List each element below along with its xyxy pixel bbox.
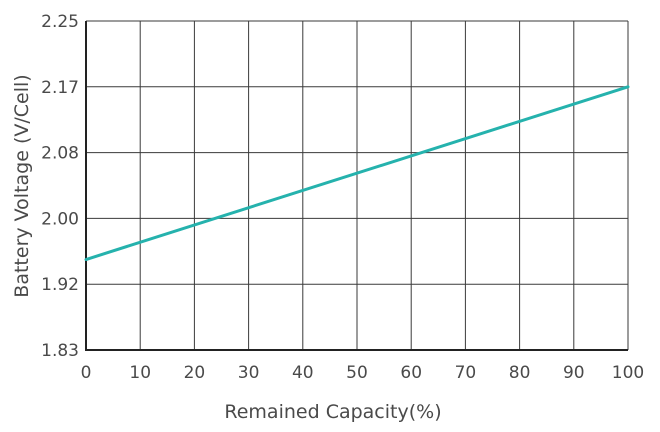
x-axis-title: Remained Capacity(%) <box>224 401 441 423</box>
plot-frame <box>85 21 628 351</box>
x-tick-label: 20 <box>184 363 206 383</box>
x-tick-label: 90 <box>563 363 585 383</box>
x-tick-label: 10 <box>129 363 151 383</box>
y-tick-label: 1.92 <box>41 275 79 295</box>
x-tick-label: 70 <box>455 363 477 383</box>
x-tick-label: 30 <box>238 363 260 383</box>
y-tick-label: 2.17 <box>41 78 79 98</box>
y-axis-title: Battery Voltage (V/Cell) <box>11 74 33 297</box>
y-tick-label: 2.08 <box>41 144 79 164</box>
x-tick-labels: 0 10 20 30 40 50 60 70 80 90 100 <box>81 363 645 383</box>
series-layer <box>84 85 630 262</box>
x-tick-label: 50 <box>346 363 368 383</box>
grid <box>85 20 629 351</box>
y-tick-labels: 1.83 1.92 2.00 2.08 2.17 2.25 <box>41 12 79 361</box>
y-tick-label: 2.25 <box>41 12 79 32</box>
x-tick-label: 40 <box>292 363 314 383</box>
series-line <box>84 85 630 262</box>
x-tick-label: 80 <box>509 363 531 383</box>
x-tick-label: 0 <box>81 363 92 383</box>
y-tick-label: 2.00 <box>41 209 79 229</box>
x-tick-label: 100 <box>612 363 644 383</box>
y-tick-label: 1.83 <box>41 341 79 361</box>
x-tick-label: 60 <box>400 363 422 383</box>
